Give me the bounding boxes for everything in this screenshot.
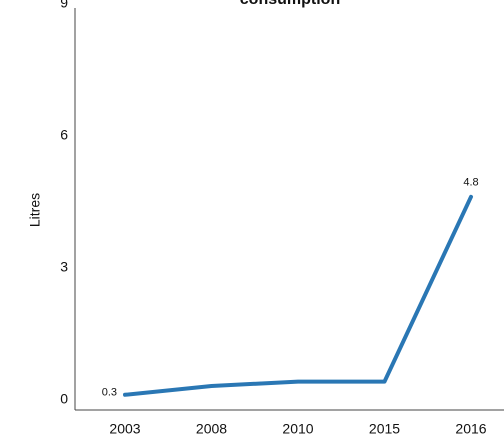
x-tick-label: 2008 (196, 421, 227, 436)
y-tick-label: 0 (60, 391, 68, 407)
y-tick-label: 9 (60, 0, 68, 11)
x-tick-label: 2015 (369, 421, 400, 436)
x-tick-label: 2010 (282, 421, 313, 436)
x-tick-label: 2003 (109, 421, 140, 436)
y-tick-label: 3 (60, 259, 68, 275)
line (123, 194, 473, 397)
chart-title: consumption (240, 0, 340, 8)
y-axis-label: Litres (27, 193, 43, 227)
data-label: 4.8 (463, 177, 478, 189)
x-tick-label: 2016 (455, 421, 486, 436)
data-label: 0.3 (102, 387, 117, 399)
y-tick-label: 6 (60, 127, 68, 143)
